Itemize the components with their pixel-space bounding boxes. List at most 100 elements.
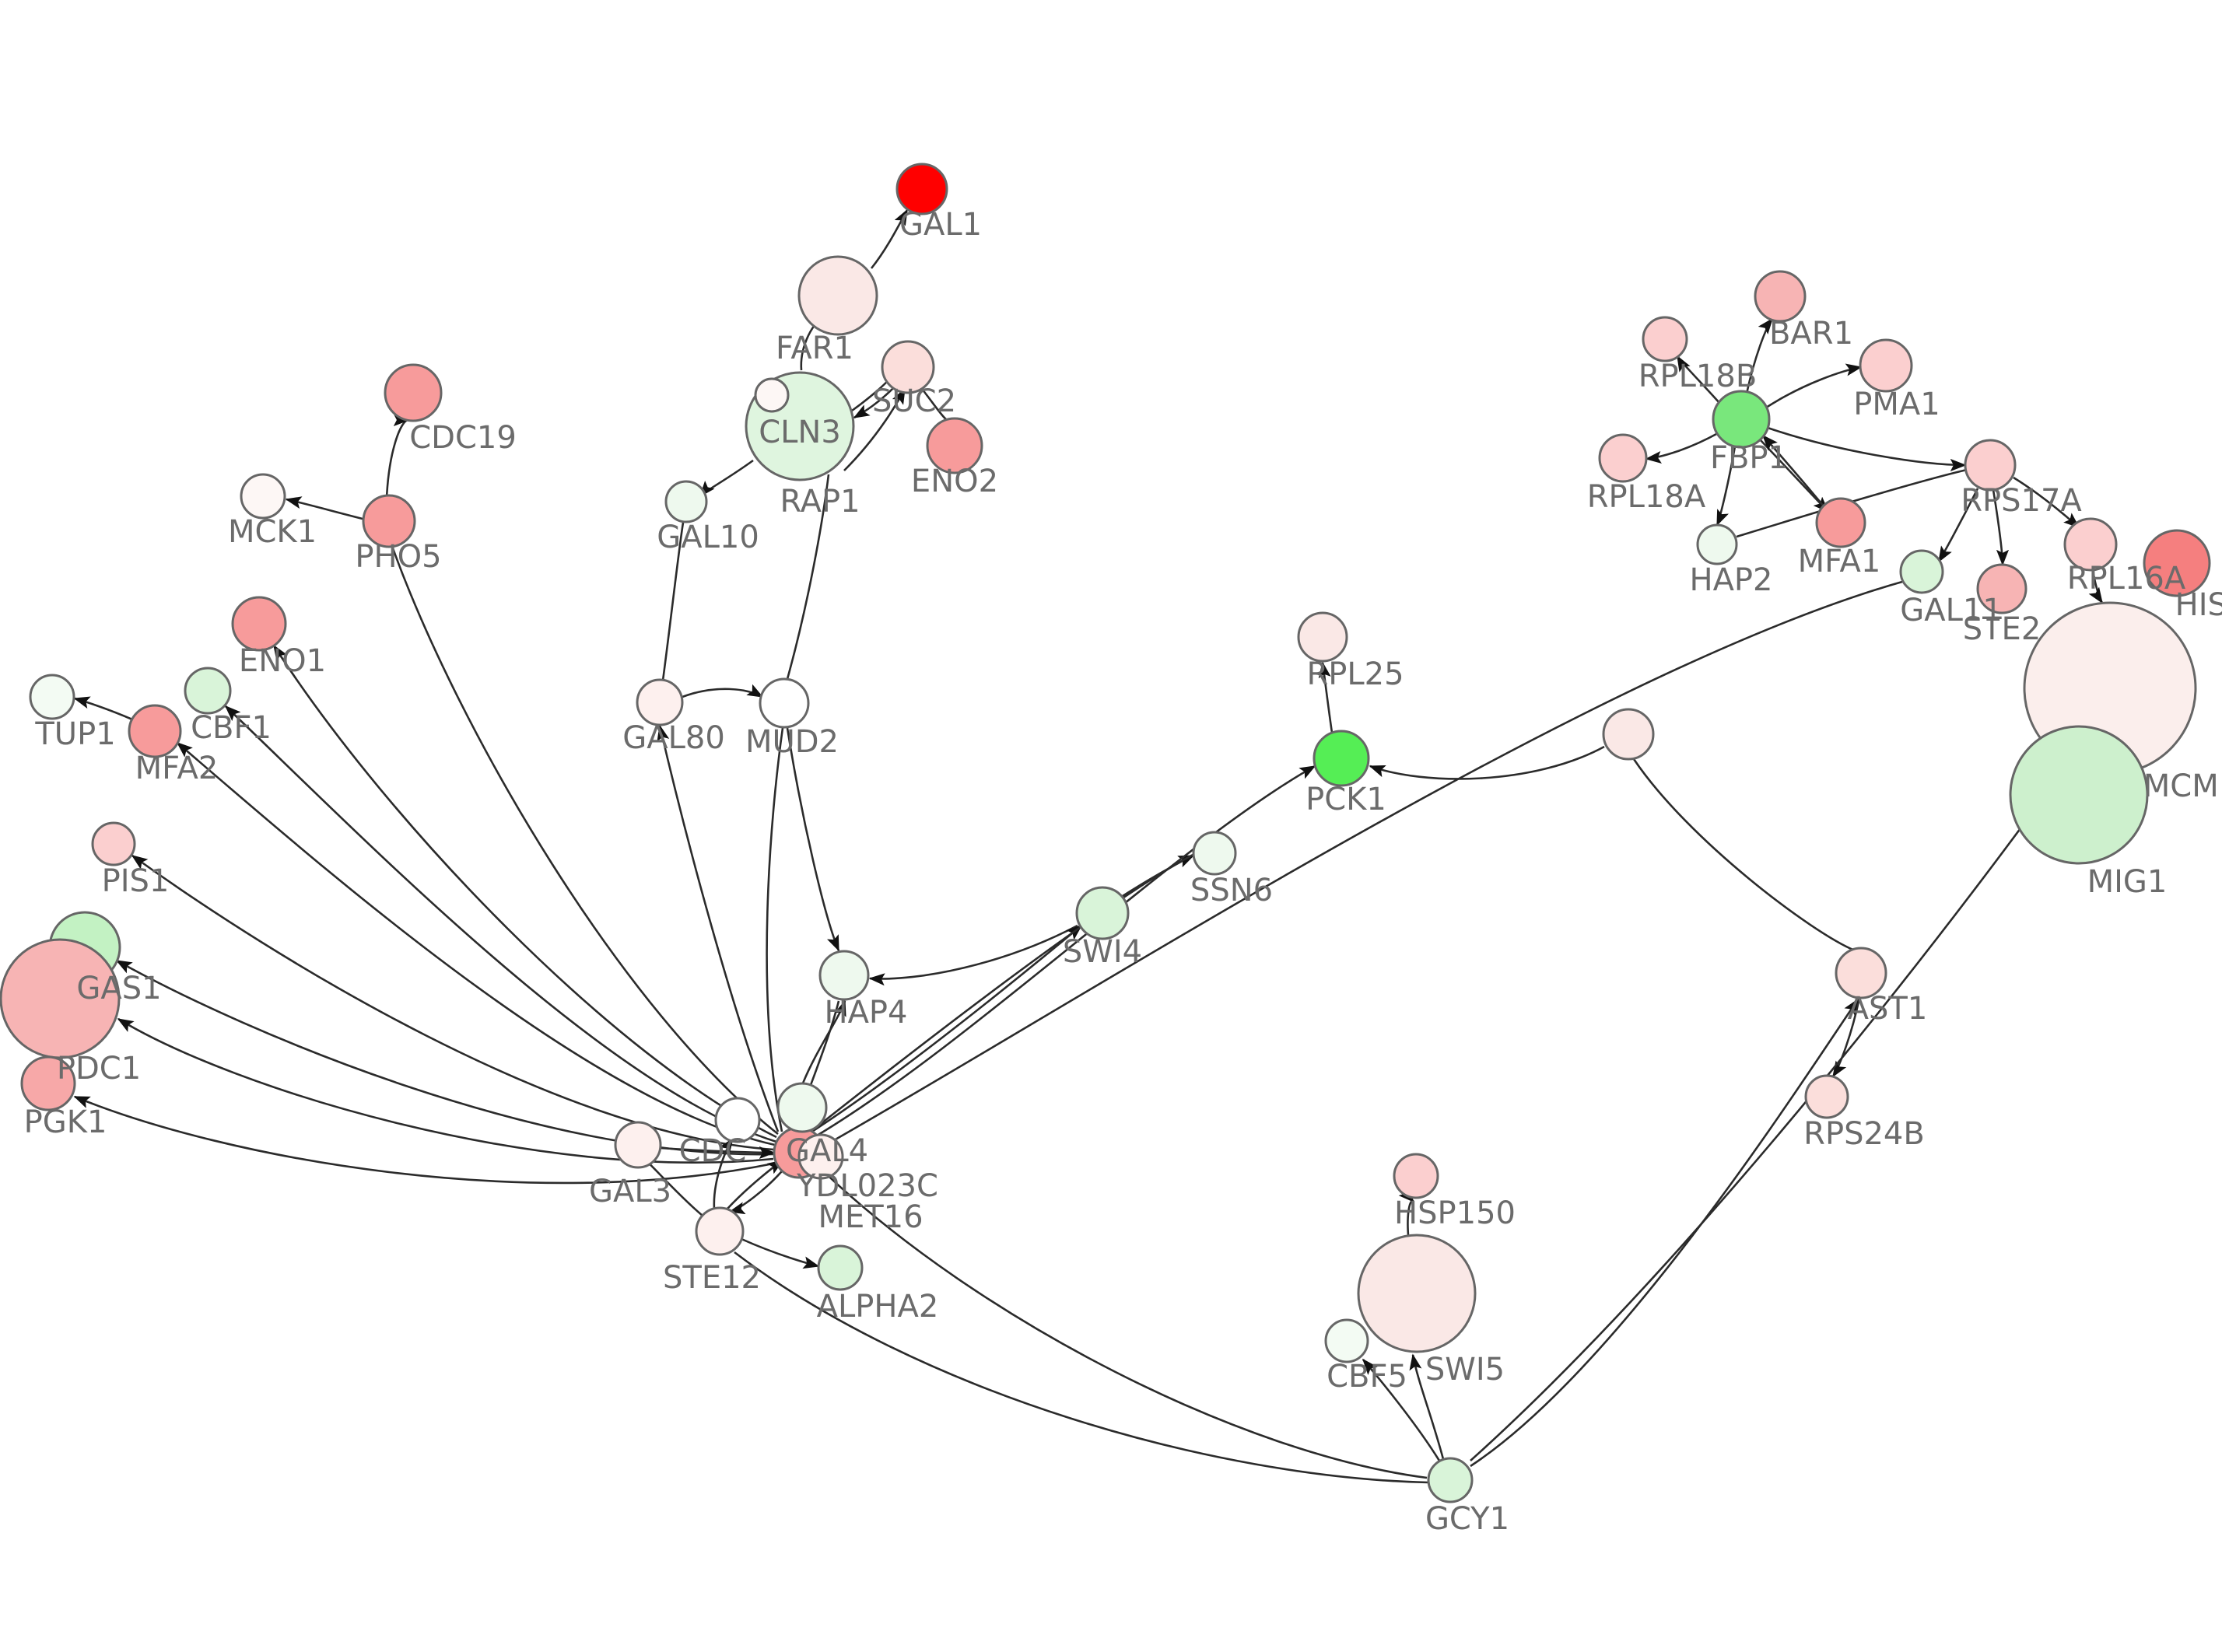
- graph-node[interactable]: [128, 704, 182, 758]
- graph-node[interactable]: [895, 163, 948, 215]
- graph-node[interactable]: [1427, 1457, 1474, 1503]
- graph-node-label: CBF1: [191, 710, 272, 746]
- graph-node[interactable]: [1976, 563, 2027, 614]
- graph-node[interactable]: [1964, 439, 2017, 492]
- graph-node[interactable]: [1804, 1074, 1849, 1119]
- graph-node-label: ENO2: [911, 464, 998, 499]
- graph-node[interactable]: [1899, 549, 1944, 594]
- graph-node[interactable]: [614, 1121, 662, 1169]
- graph-node[interactable]: [664, 480, 708, 523]
- graph-node[interactable]: [1859, 338, 1913, 393]
- graph-node[interactable]: [695, 1206, 745, 1256]
- graph-node[interactable]: [240, 473, 286, 520]
- graph-node[interactable]: [759, 677, 810, 729]
- edges-layer: [73, 208, 2104, 1484]
- graph-node[interactable]: [384, 363, 443, 422]
- graph-edge: [661, 522, 685, 681]
- graph-node-label: STE12: [663, 1260, 761, 1296]
- graph-node[interactable]: [817, 1244, 864, 1291]
- graph-node[interactable]: [1075, 886, 1130, 940]
- graph-node[interactable]: [91, 821, 136, 866]
- graph-node-label: PIS1: [102, 863, 170, 899]
- graph-node[interactable]: [1712, 390, 1771, 449]
- graph-edge: [285, 496, 366, 521]
- graph-edge: [385, 414, 410, 499]
- graph-node-label: GAS1: [76, 971, 161, 1006]
- graph-node-label: ALPHA2: [817, 1289, 939, 1325]
- graph-node[interactable]: [1754, 270, 1807, 323]
- graph-node-label: GAL1: [899, 207, 982, 243]
- graph-node-label: RPS17A: [1961, 483, 2082, 519]
- graph-edge: [699, 459, 754, 498]
- graph-edge: [682, 684, 764, 698]
- graph-node-label: GAL11: [1900, 593, 2003, 628]
- graph-node-label: AST1: [1848, 991, 1928, 1027]
- graph-node-label: GCY1: [1425, 1501, 1509, 1537]
- graph-node[interactable]: [754, 377, 790, 413]
- nodes-layer: [0, 163, 2211, 1503]
- graph-node-label: SWI4: [1063, 934, 1142, 970]
- graph-node[interactable]: [1598, 433, 1648, 483]
- graph-node[interactable]: [362, 494, 416, 548]
- graph-node-label: RPL18B: [1638, 359, 1758, 394]
- graph-node[interactable]: [184, 667, 232, 715]
- graph-node[interactable]: [1642, 316, 1688, 362]
- graph-edge: [766, 727, 784, 1132]
- graph-node[interactable]: [1835, 947, 1887, 999]
- graph-node-label: MFA1: [1798, 544, 1881, 579]
- graph-edge: [1470, 759, 2071, 1461]
- graph-node-label: TUP1: [34, 716, 115, 752]
- graph-node[interactable]: [1357, 1234, 1477, 1353]
- graph-node-label: PCK1: [1306, 782, 1386, 817]
- graph-edge: [786, 474, 830, 680]
- graph-node[interactable]: [1393, 1153, 1439, 1199]
- graph-node-label: GAL10: [657, 520, 759, 555]
- graph-node[interactable]: [2143, 529, 2211, 597]
- graph-node-label: STE2: [1963, 611, 2042, 647]
- graph-node-label: PHO5: [355, 539, 441, 575]
- graph-node[interactable]: [1815, 497, 1866, 548]
- graph-node[interactable]: [29, 674, 75, 720]
- graph-node[interactable]: [1696, 523, 1738, 565]
- graph-edge: [73, 1095, 774, 1185]
- graph-node[interactable]: [797, 1133, 844, 1180]
- graph-node-label: CDC: [679, 1133, 747, 1169]
- graph-edge: [843, 387, 906, 471]
- graph-edge: [810, 925, 1083, 1134]
- graph-edge: [2088, 569, 2104, 604]
- graph-node-label: MIG1: [2087, 864, 2168, 900]
- graph-edge: [1761, 434, 1825, 508]
- graph-node-label: MFA2: [135, 751, 219, 786]
- graph-node[interactable]: [0, 938, 121, 1059]
- graph-edge: [272, 644, 777, 1139]
- graph-node[interactable]: [926, 417, 983, 474]
- graph-node[interactable]: [714, 1097, 761, 1143]
- graph-node-label: BAR1: [1769, 316, 1853, 352]
- graph-node[interactable]: [2009, 725, 2149, 865]
- graph-edge: [1645, 432, 1719, 464]
- graph-node[interactable]: [776, 1082, 828, 1133]
- graph-edge: [1369, 745, 1605, 780]
- graph-node[interactable]: [231, 596, 287, 652]
- graph-node[interactable]: [1192, 831, 1237, 876]
- graph-node-label: PMA1: [1853, 387, 1940, 422]
- graph-node[interactable]: [636, 678, 684, 726]
- graph-edge: [853, 384, 897, 419]
- graph-node-label: RPS24B: [1803, 1116, 1925, 1152]
- graph-edge: [115, 959, 774, 1156]
- graph-node[interactable]: [2063, 517, 2118, 572]
- graph-node[interactable]: [818, 950, 870, 1001]
- graph-node[interactable]: [1313, 730, 1370, 787]
- graph-node[interactable]: [1297, 611, 1348, 663]
- graph-node[interactable]: [881, 340, 935, 394]
- graph-edge: [391, 548, 779, 1136]
- graph-node[interactable]: [797, 255, 878, 336]
- graph-node[interactable]: [20, 1055, 76, 1111]
- graph-node-label: CLN3: [759, 415, 841, 450]
- graph-node[interactable]: [1324, 1318, 1369, 1363]
- graph-node-label: GAL3: [589, 1174, 671, 1209]
- graph-edge: [1745, 317, 1774, 394]
- graph-node[interactable]: [1602, 708, 1655, 761]
